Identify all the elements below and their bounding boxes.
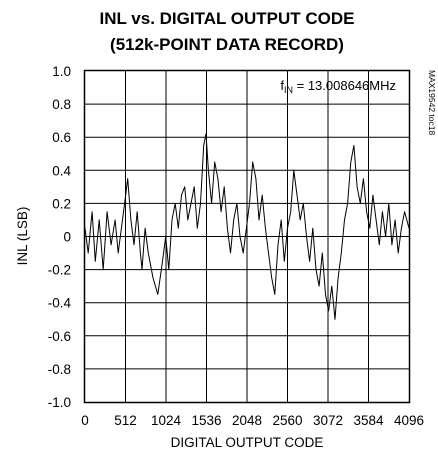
y-tick-label: 0 bbox=[63, 230, 71, 245]
y-tick-label: -0.2 bbox=[48, 263, 71, 278]
chart-subtitle: (512k-POINT DATA RECORD) bbox=[110, 35, 344, 54]
x-tick-labels: 0 512 1024 1536 2048 2560 3072 3584 4096 bbox=[81, 413, 424, 428]
plot-frame bbox=[83, 69, 411, 404]
annotation-subscript: IN bbox=[284, 85, 293, 95]
y-tick-label: 0.6 bbox=[52, 130, 71, 145]
x-tick-label: 4096 bbox=[394, 413, 424, 428]
series-group bbox=[84, 133, 410, 320]
x-tick-label: 1024 bbox=[151, 413, 182, 428]
y-tick-label: 0.4 bbox=[52, 163, 71, 178]
x-tick-label: 2048 bbox=[232, 413, 262, 428]
inl-series-line bbox=[84, 133, 410, 320]
x-tick-label: 1536 bbox=[191, 413, 221, 428]
chart-title: INL vs. DIGITAL OUTPUT CODE bbox=[99, 9, 354, 28]
y-tick-label: 0.2 bbox=[52, 196, 71, 211]
x-tick-label: 0 bbox=[81, 413, 89, 428]
x-axis-label: DIGITAL OUTPUT CODE bbox=[171, 435, 324, 450]
x-tick-label: 512 bbox=[114, 413, 137, 428]
annotation-value: = 13.008646MHz bbox=[293, 78, 396, 93]
y-tick-label: -1.0 bbox=[48, 395, 71, 410]
y-axis-label: INL (LSB) bbox=[15, 207, 30, 266]
grid bbox=[85, 71, 409, 402]
annotation-prefix: f bbox=[280, 78, 284, 93]
y-tick-label: 0.8 bbox=[52, 97, 71, 112]
y-tick-label: -0.4 bbox=[48, 296, 72, 311]
part-number: MAX19542 toc18 bbox=[427, 70, 437, 135]
frequency-annotation: fIN = 13.008646MHz bbox=[280, 78, 396, 95]
x-tick-label: 3072 bbox=[313, 413, 343, 428]
y-tick-label: 1.0 bbox=[52, 64, 71, 79]
x-tick-label: 2560 bbox=[272, 413, 302, 428]
y-tick-label: -0.8 bbox=[48, 362, 71, 377]
y-tick-label: -0.6 bbox=[48, 329, 71, 344]
y-tick-labels: 1.0 0.8 0.6 0.4 0.2 0 -0.2 -0.4 -0.6 -0.8 -1.0 bbox=[48, 64, 72, 410]
x-tick-label: 3584 bbox=[353, 413, 384, 428]
